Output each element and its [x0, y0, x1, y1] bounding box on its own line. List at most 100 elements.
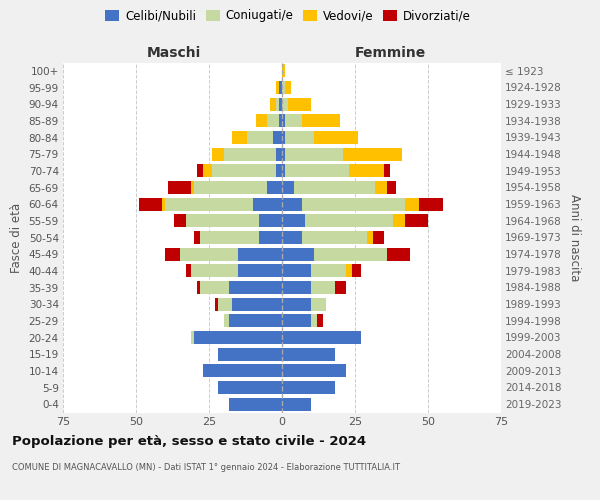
Bar [387, 181, 396, 194]
Bar [282, 198, 302, 210]
Bar [302, 231, 367, 244]
Text: Popolazione per età, sesso e stato civile - 2024: Popolazione per età, sesso e stato civil… [12, 435, 366, 448]
Bar [285, 131, 314, 144]
Bar [197, 281, 200, 294]
Bar [282, 114, 285, 128]
Bar [259, 231, 282, 244]
Bar [276, 164, 282, 177]
Bar [282, 98, 288, 110]
Bar [203, 364, 282, 378]
Bar [229, 398, 282, 410]
Bar [268, 114, 279, 128]
Bar [311, 281, 335, 294]
Bar [191, 181, 194, 194]
Legend: Celibi/Nubili, Coniugati/e, Vedovi/e, Divorziati/e: Celibi/Nubili, Coniugati/e, Vedovi/e, Di… [101, 6, 475, 26]
Bar [247, 131, 273, 144]
Bar [373, 231, 384, 244]
Bar [343, 148, 402, 160]
Bar [387, 248, 410, 260]
Bar [293, 181, 376, 194]
Bar [352, 264, 361, 278]
Bar [229, 281, 282, 294]
Bar [285, 164, 349, 177]
Bar [288, 98, 311, 110]
Bar [282, 131, 285, 144]
Bar [305, 214, 393, 228]
Bar [282, 298, 311, 310]
Bar [165, 248, 180, 260]
Bar [218, 381, 282, 394]
Bar [404, 214, 428, 228]
Bar [197, 164, 203, 177]
Bar [212, 148, 224, 160]
Bar [174, 214, 185, 228]
Bar [393, 214, 404, 228]
Bar [282, 64, 285, 78]
Bar [335, 281, 346, 294]
Bar [200, 231, 259, 244]
Y-axis label: Fasce di età: Fasce di età [10, 202, 23, 272]
Bar [282, 81, 285, 94]
Bar [317, 314, 323, 328]
Bar [279, 81, 282, 94]
Bar [302, 114, 340, 128]
Bar [268, 181, 282, 194]
Bar [276, 148, 282, 160]
Bar [215, 298, 218, 310]
Bar [165, 198, 253, 210]
Bar [314, 248, 387, 260]
Bar [253, 198, 282, 210]
Bar [311, 298, 326, 310]
Bar [256, 114, 268, 128]
Bar [276, 81, 279, 94]
Text: Femmine: Femmine [355, 46, 425, 60]
Bar [203, 164, 212, 177]
Bar [282, 331, 361, 344]
Bar [259, 214, 282, 228]
Bar [314, 131, 358, 144]
Bar [224, 148, 276, 160]
Bar [282, 248, 314, 260]
Bar [194, 231, 200, 244]
Text: COMUNE DI MAGNACAVALLO (MN) - Dati ISTAT 1° gennaio 2024 - Elaborazione TUTTITAL: COMUNE DI MAGNACAVALLO (MN) - Dati ISTAT… [12, 462, 400, 471]
Bar [279, 98, 282, 110]
Bar [282, 348, 335, 360]
Bar [285, 114, 302, 128]
Bar [232, 131, 247, 144]
Bar [311, 314, 317, 328]
Bar [282, 181, 293, 194]
Bar [282, 364, 346, 378]
Bar [376, 181, 387, 194]
Bar [285, 148, 343, 160]
Bar [282, 214, 305, 228]
Bar [346, 264, 352, 278]
Bar [232, 298, 282, 310]
Bar [168, 181, 191, 194]
Bar [282, 314, 311, 328]
Bar [194, 331, 282, 344]
Bar [384, 164, 390, 177]
Bar [218, 298, 232, 310]
Y-axis label: Anni di nascita: Anni di nascita [568, 194, 581, 281]
Bar [276, 98, 279, 110]
Bar [180, 248, 238, 260]
Bar [367, 231, 373, 244]
Bar [162, 198, 165, 210]
Bar [302, 198, 404, 210]
Bar [212, 164, 276, 177]
Bar [282, 148, 285, 160]
Bar [194, 181, 268, 194]
Bar [285, 81, 291, 94]
Bar [349, 164, 384, 177]
Bar [185, 264, 191, 278]
Bar [311, 264, 346, 278]
Bar [282, 231, 302, 244]
Bar [238, 248, 282, 260]
Bar [282, 164, 285, 177]
Bar [229, 314, 282, 328]
Bar [185, 214, 259, 228]
Bar [279, 114, 282, 128]
Bar [191, 331, 194, 344]
Bar [218, 348, 282, 360]
Bar [191, 264, 238, 278]
